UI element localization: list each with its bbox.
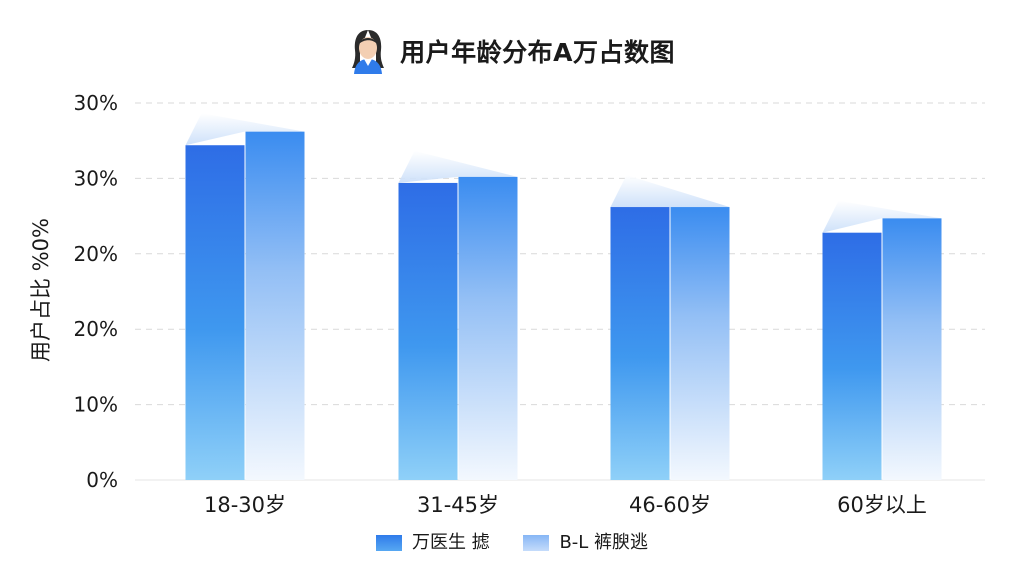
bar-2-4 [882, 218, 942, 480]
bar-highlight [822, 200, 942, 233]
bar-highlight [185, 113, 305, 146]
legend-swatch-series-2 [523, 535, 550, 551]
legend-item-series-1: 万医生 摅 [375, 528, 490, 554]
bar-2-1 [245, 131, 305, 481]
legend: 万医生 摅 B-L 裤腴逃 [0, 528, 1024, 554]
chart-title-text: 用户年龄分布A万占数图 [400, 38, 675, 67]
y-tick-label: 0% [86, 468, 118, 492]
x-tick-label: 60岁以上 [837, 493, 927, 517]
legend-item-series-2: B-L 裤腴逃 [523, 528, 648, 554]
bar-1-3 [610, 207, 670, 480]
legend-swatch-series-1 [375, 535, 402, 551]
y-tick-label: 30% [74, 166, 118, 190]
legend-label-series-2: B-L 裤腴逃 [559, 532, 649, 553]
y-tick-label: 20% [74, 242, 118, 266]
y-tick-label: 30% [74, 91, 118, 115]
bar-1-4 [822, 232, 882, 480]
y-tick-label: 10% [74, 393, 118, 417]
legend-label-series-1: 万医生 摅 [411, 532, 490, 553]
x-tick-label: 46-60岁 [629, 493, 711, 517]
x-tick-label: 31-45岁 [417, 493, 499, 517]
bar-1-1 [185, 145, 245, 480]
chart-title: 用户年龄分布A万占数图 [0, 28, 1024, 74]
bar-highlight [398, 150, 518, 183]
y-tick-label: 20% [74, 317, 118, 341]
bar-2-3 [670, 207, 730, 480]
bar-highlight [610, 175, 730, 208]
bar-2-2 [458, 176, 518, 480]
person-avatar-icon [352, 30, 385, 74]
x-tick-label: 18-30岁 [204, 493, 286, 517]
bar-1-2 [398, 182, 458, 480]
